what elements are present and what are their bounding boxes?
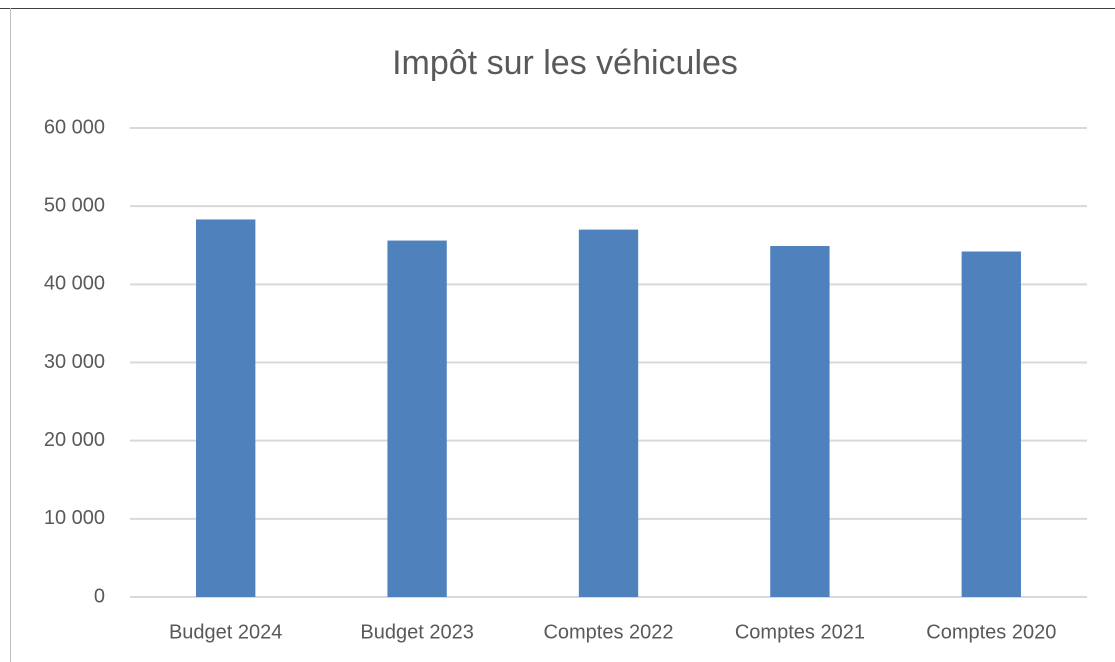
bar [961,251,1021,597]
bar [770,246,830,597]
y-tick-label: 60 000 [44,116,105,138]
x-tick-label: Comptes 2022 [543,621,673,643]
bar [578,229,639,597]
x-tick-label: Budget 2024 [169,621,282,643]
y-tick-label: 30 000 [44,351,105,373]
bar [196,219,256,597]
x-tick-label: Comptes 2020 [926,621,1056,643]
y-tick-label: 10 000 [44,507,105,529]
y-tick-label: 0 [94,585,105,607]
x-tick-label: Comptes 2021 [735,621,865,643]
y-tick-label: 40 000 [44,273,105,295]
bar [387,240,447,597]
y-tick-label: 50 000 [44,194,105,216]
y-tick-label: 20 000 [44,429,105,451]
x-tick-label: Budget 2023 [360,621,473,643]
chart-title: Impôt sur les véhicules [392,44,738,82]
